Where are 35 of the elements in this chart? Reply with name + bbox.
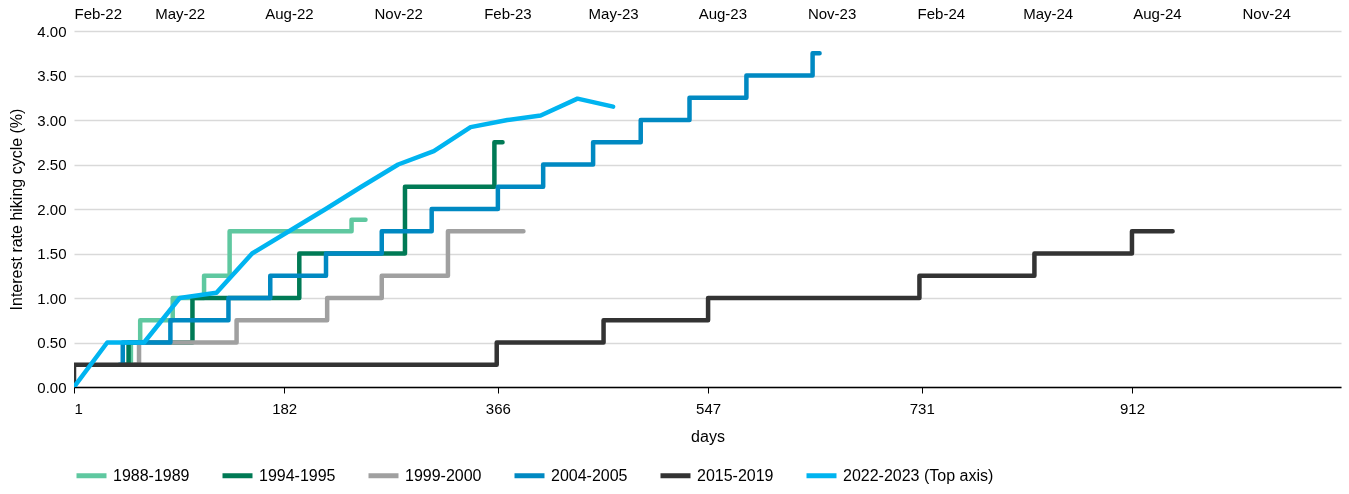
x2-tick-label: Aug-22 <box>265 4 314 22</box>
legend-label: 2022-2023 (Top axis) <box>843 466 994 484</box>
y-tick-label: 4.00 <box>37 22 67 40</box>
y-tick-label: 1.50 <box>37 245 67 262</box>
x2-tick-label: May-23 <box>588 4 639 22</box>
x2-tick-label: May-22 <box>155 4 206 22</box>
legend-label: 1999-2000 <box>405 466 482 484</box>
y-tick-label: 0.50 <box>37 334 67 351</box>
x2-tick-label: Aug-23 <box>698 4 748 22</box>
x-tick-label: 731 <box>909 399 935 417</box>
x-tick-label: 1 <box>74 399 83 417</box>
x-axis-title: days <box>691 427 725 445</box>
legend-label: 2015-2019 <box>697 466 774 484</box>
y-axis-title: Interest rate hiking cycle (%) <box>8 108 26 311</box>
x2-tick-label: Aug-24 <box>1133 4 1182 22</box>
y-tick-label: 2.00 <box>37 200 67 218</box>
legend-label: 2004-2005 <box>551 466 628 484</box>
x2-tick-label: Feb-23 <box>484 4 532 22</box>
y-tick-label: 2.50 <box>37 156 67 173</box>
x2-tick-label: Feb-22 <box>74 4 123 22</box>
y-tick-label: 0.00 <box>37 378 67 396</box>
x-tick-label: 912 <box>1119 399 1145 417</box>
x-tick-label: 547 <box>696 399 722 417</box>
x2-tick-label: Nov-22 <box>374 4 423 22</box>
y-tick-label: 1.00 <box>37 289 67 307</box>
y-tick-label: 3.00 <box>37 111 67 129</box>
x2-tick-label: May-24 <box>1023 4 1074 22</box>
x-tick-label: 182 <box>272 399 298 417</box>
x2-tick-label: Nov-23 <box>807 4 857 22</box>
x2-tick-label: Feb-24 <box>917 4 966 22</box>
y-tick-label: 3.50 <box>37 67 67 84</box>
legend-label: 1988-1989 <box>113 466 190 484</box>
x-tick-label: 366 <box>485 399 511 417</box>
x2-tick-label: Nov-24 <box>1242 4 1291 22</box>
legend-label: 1994-1995 <box>259 466 336 484</box>
